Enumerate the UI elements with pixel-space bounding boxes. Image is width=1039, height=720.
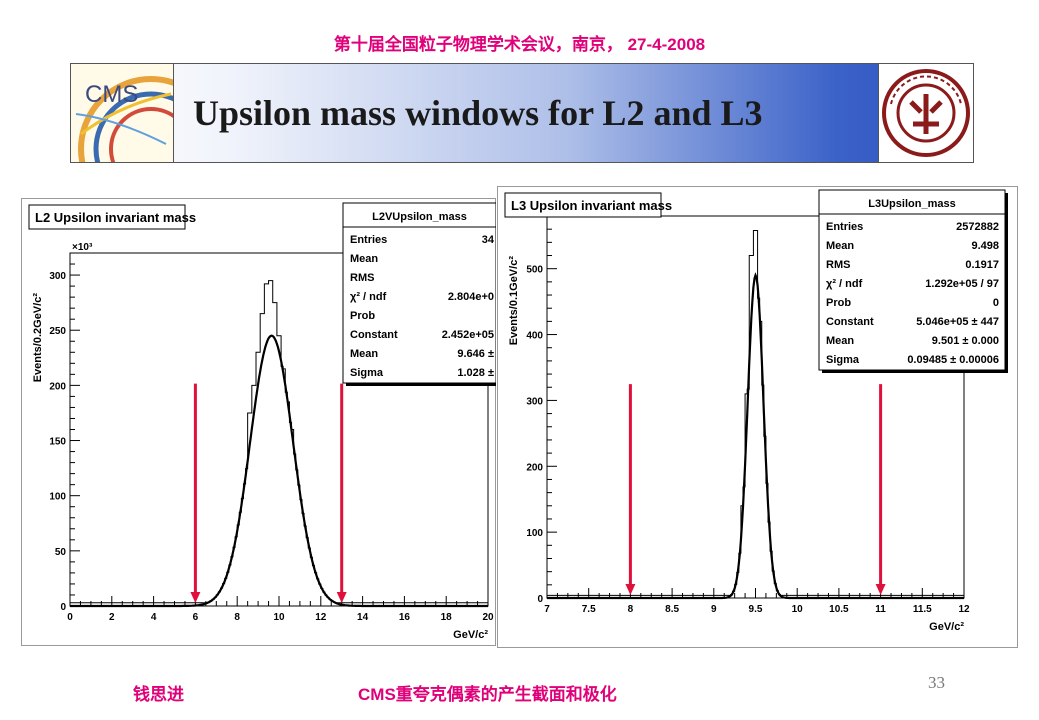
stats-label: Entries [826,221,863,233]
stats-value: 0.09485 ± 0.00006 [907,354,999,366]
x-tick-label: 8 [628,604,634,615]
stats-name: L2VUpsilon_mass [372,211,467,223]
stats-label: Mean [826,335,854,347]
l3-mass-plot: 7 7.5 8 8.5 9 9.5 10 10.5 11 11.5 12 0 100 200 300 400 5… [497,186,1018,648]
x-tick-label: 14 [357,612,369,623]
y-tick-label: 300 [49,271,66,282]
y-tick-label: 100 [526,528,543,539]
histogram-line [547,229,964,596]
stats-label: Sigma [826,354,860,366]
x-tick-label: 6 [193,612,199,623]
stats-value: 1.292e+05 / 97 [925,278,999,290]
stats-label: Prob [350,310,375,322]
x-tick-label: 9.5 [749,604,763,615]
stats-label: Constant [350,329,398,341]
x-tick-label: 7 [544,604,550,615]
page-number: 33 [928,673,945,692]
x-tick-label: 12 [315,612,327,623]
y-tick-label: 500 [526,265,543,276]
stats-value: 34 [482,234,495,246]
x-tick-label: 18 [441,612,453,623]
stats-value: 0.1917 [965,259,999,271]
y-tick-label: 300 [526,396,543,407]
stats-value: 0 [993,297,999,309]
plot-title: L3 Upsilon invariant mass [511,198,672,213]
y-tick-label: 150 [49,437,66,448]
stats-value: 9.501 ± 0.000 [932,335,999,347]
y-tick-label: 400 [526,331,543,342]
y-tick-label: 50 [55,547,67,558]
y-tick-label: 100 [49,492,66,503]
x-tick-label: 2 [109,612,115,623]
stats-name: L3Upsilon_mass [868,198,955,210]
x-tick-label: 16 [399,612,411,623]
stats-label: χ² / ndf [350,291,387,303]
l2-mass-plot: 0 2 4 6 8 10 12 14 16 18 20 0 50 100 150 200 250 300 ×10³ G… [21,198,496,646]
stats-label: Mean [350,348,378,360]
title-box [504,192,662,218]
x-tick-label: 8 [234,612,240,623]
x-tick-label: 9 [711,604,717,615]
stats-box [818,189,1006,371]
stats-label: Prob [826,297,851,309]
pku-seal-logo [878,64,973,162]
x-tick-label: 20 [482,612,494,623]
histogram-svg: 0 2 4 6 8 10 12 14 16 18 20050100150200250300×10³G… [21,198,496,646]
x-tick-label: 11 [875,604,886,615]
slide-title: Upsilon mass windows for L2 and L3 [193,93,763,133]
mass-window-arrowhead [625,584,636,595]
stats-value: 2.804e+0 [448,291,494,303]
gaussian-fit-curve [547,272,964,600]
x-tick-label: 7.5 [582,604,596,615]
stats-value: 9.498 [971,240,999,252]
stats-label: RMS [826,259,850,271]
histogram-line [70,280,488,604]
stats-label: Sigma [350,367,384,379]
x-tick-label: 8.5 [665,604,679,615]
x-tick-label: 10.5 [829,604,849,615]
conference-header: 第十届全国粒子物理学术会议，南京， 27-4-2008 [333,35,706,54]
gaussian-fit-curve [70,334,488,608]
stats-label: Entries [350,234,387,246]
stats-label: Mean [350,253,378,265]
stats-label: RMS [350,272,374,284]
stats-value: 2.452e+05 [442,329,494,341]
y-axis-label: Events/0.2GeV/c² [32,293,44,383]
stats-label: χ² / ndf [826,278,863,290]
y-tick-label: 200 [49,381,66,392]
stats-value: 5.046e+05 ± 447 [916,316,999,328]
y-axis-label: Events/0.1GeV/c² [508,256,520,346]
histogram-svg: 7 7.5 8 8.5 9 9.5 10 10.5 11 11.5 12 0 100 200 300 400 5… [497,186,1018,648]
x-tick-label: 11.5 [913,604,932,615]
mass-window-arrowhead [190,592,201,603]
x-axis-label: GeV/c² [929,621,964,633]
x-tick-label: 10 [273,612,285,623]
y-tick-label: 200 [526,462,543,473]
title-banner: CMS Upsilon mass windows for L2 and L3 [70,63,974,163]
y-multiplier: ×10³ [72,242,93,253]
stats-box [342,202,496,384]
cms-logo-text: CMS [85,81,138,108]
y-tick-label: 0 [60,602,66,613]
stats-value: 9.646 ± [457,348,494,360]
mass-window-arrowhead [875,584,886,595]
y-tick-label: 250 [49,326,66,337]
x-tick-label: 12 [958,604,970,615]
y-tick-label: 0 [537,594,543,605]
x-tick-label: 0 [67,612,73,623]
stats-label: Constant [826,316,874,328]
cms-logo: CMS [71,64,174,162]
stats-label: Mean [826,240,854,252]
x-axis-label: GeV/c² [453,629,488,641]
footer-topic: CMS重夸克偶素的产生截面和极化 [358,685,617,704]
stats-value: 1.028 ± [457,367,494,379]
stats-value: 2572882 [956,221,999,233]
footer-author: 钱思进 [133,685,184,704]
x-tick-label: 4 [151,612,157,623]
title-box [28,204,186,230]
mass-window-arrowhead [336,592,347,603]
plot-title: L2 Upsilon invariant mass [35,210,196,225]
x-tick-label: 10 [792,604,804,615]
